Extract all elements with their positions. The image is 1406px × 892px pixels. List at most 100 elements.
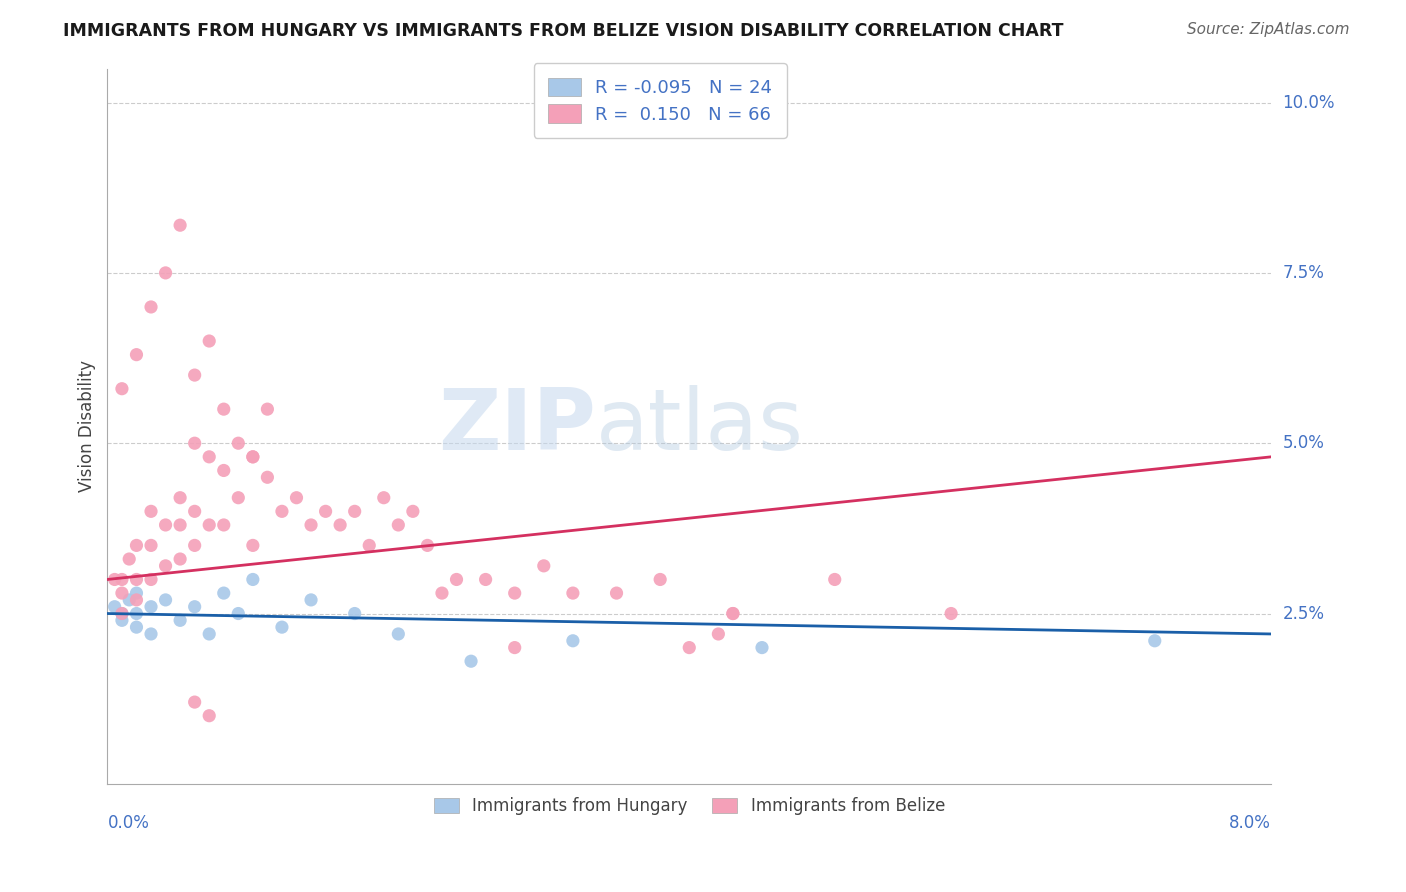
Point [533, 558, 555, 573]
Point [111, 607, 134, 621]
Point [226, 436, 249, 450]
Point [751, 640, 773, 655]
Point [111, 607, 134, 621]
Point [183, 368, 205, 383]
Point [503, 640, 526, 655]
Point [169, 613, 191, 627]
Point [824, 573, 846, 587]
Point [416, 538, 439, 552]
Point [329, 518, 352, 533]
Point [939, 607, 962, 621]
Point [118, 552, 141, 566]
Point [139, 504, 162, 518]
Point [125, 348, 148, 362]
Point [430, 586, 453, 600]
Point [299, 593, 322, 607]
Y-axis label: Vision Disability: Vision Disability [79, 360, 96, 492]
Point [139, 599, 162, 614]
Point [242, 450, 264, 464]
Point [139, 627, 162, 641]
Point [226, 607, 249, 621]
Point [212, 402, 235, 417]
Text: IMMIGRANTS FROM HUNGARY VS IMMIGRANTS FROM BELIZE VISION DISABILITY CORRELATION : IMMIGRANTS FROM HUNGARY VS IMMIGRANTS FR… [63, 22, 1064, 40]
Point [125, 607, 148, 621]
Point [125, 620, 148, 634]
Point [169, 491, 191, 505]
Point [111, 382, 134, 396]
Point [155, 593, 177, 607]
Point [139, 538, 162, 552]
Point [343, 607, 366, 621]
Point [242, 538, 264, 552]
Point [707, 627, 730, 641]
Point [271, 504, 294, 518]
Point [387, 518, 409, 533]
Point [721, 607, 744, 621]
Point [226, 491, 249, 505]
Point [315, 504, 337, 518]
Point [1143, 633, 1166, 648]
Point [169, 552, 191, 566]
Point [198, 518, 221, 533]
Point [139, 573, 162, 587]
Point [446, 573, 468, 587]
Text: 10.0%: 10.0% [1282, 94, 1334, 112]
Point [605, 586, 627, 600]
Point [299, 518, 322, 533]
Text: 0.0%: 0.0% [107, 814, 149, 832]
Text: 5.0%: 5.0% [1282, 434, 1324, 452]
Point [242, 573, 264, 587]
Point [198, 450, 221, 464]
Point [198, 708, 221, 723]
Point [256, 470, 278, 484]
Point [183, 504, 205, 518]
Point [104, 573, 127, 587]
Point [343, 504, 366, 518]
Legend: Immigrants from Hungary, Immigrants from Belize: Immigrants from Hungary, Immigrants from… [427, 790, 952, 822]
Text: atlas: atlas [596, 384, 804, 467]
Text: 2.5%: 2.5% [1282, 605, 1324, 623]
Point [650, 573, 672, 587]
Point [212, 518, 235, 533]
Point [169, 518, 191, 533]
Point [402, 504, 425, 518]
Point [155, 558, 177, 573]
Point [183, 599, 205, 614]
Point [359, 538, 381, 552]
Point [104, 599, 127, 614]
Point [387, 627, 409, 641]
Point [155, 266, 177, 280]
Point [678, 640, 700, 655]
Point [125, 586, 148, 600]
Point [271, 620, 294, 634]
Point [169, 218, 191, 232]
Point [561, 633, 583, 648]
Point [125, 538, 148, 552]
Text: ZIP: ZIP [439, 384, 596, 467]
Point [198, 627, 221, 641]
Point [212, 463, 235, 477]
Point [474, 573, 496, 587]
Point [212, 586, 235, 600]
Point [118, 593, 141, 607]
Point [198, 334, 221, 348]
Point [125, 573, 148, 587]
Point [183, 538, 205, 552]
Point [242, 450, 264, 464]
Point [125, 593, 148, 607]
Point [460, 654, 482, 668]
Point [256, 402, 278, 417]
Text: 7.5%: 7.5% [1282, 264, 1324, 282]
Point [183, 436, 205, 450]
Point [561, 586, 583, 600]
Point [155, 518, 177, 533]
Point [111, 573, 134, 587]
Point [111, 613, 134, 627]
Point [721, 607, 744, 621]
Point [111, 586, 134, 600]
Point [503, 586, 526, 600]
Point [183, 695, 205, 709]
Text: 8.0%: 8.0% [1229, 814, 1271, 832]
Text: Source: ZipAtlas.com: Source: ZipAtlas.com [1187, 22, 1350, 37]
Point [139, 300, 162, 314]
